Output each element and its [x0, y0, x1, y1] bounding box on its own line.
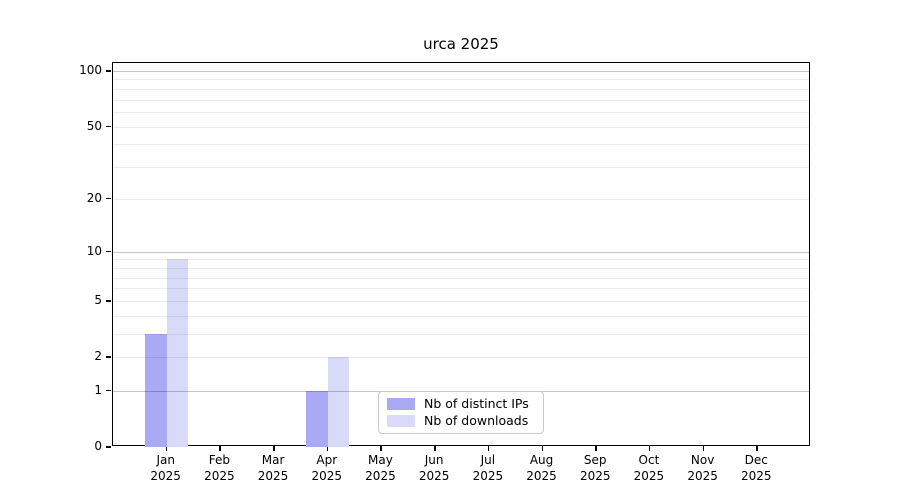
y-tick-mark — [106, 356, 111, 358]
x-tick-label: Mar 2025 — [257, 453, 289, 483]
gridline-minor — [113, 259, 809, 261]
x-tick-label: Jun 2025 — [418, 453, 450, 483]
bar-distinct-ips — [145, 334, 167, 447]
x-tick-label: Aug 2025 — [526, 453, 557, 483]
y-tick-label: 0 — [94, 439, 102, 453]
legend-label-distinct-ips: Nb of distinct IPs — [424, 396, 529, 412]
x-tick-label: Oct 2025 — [633, 453, 665, 483]
legend-item-distinct-ips: Nb of distinct IPs — [387, 396, 535, 412]
x-tick-mark — [541, 446, 544, 451]
x-tick-mark — [702, 446, 705, 451]
y-tick-label: 2 — [94, 349, 102, 364]
gridline-minor — [113, 167, 809, 169]
bar-distinct-ips — [306, 390, 328, 447]
chart-title: urca 2025 — [423, 35, 499, 53]
legend-label-downloads: Nb of downloads — [424, 412, 529, 428]
y-tick-label: 5 — [94, 293, 102, 308]
gridline-major — [113, 251, 809, 253]
y-tick-label: 50 — [86, 118, 102, 133]
x-tick-label: Apr 2025 — [311, 453, 343, 483]
gridline-minor — [113, 301, 809, 303]
gridline-minor — [113, 112, 809, 114]
x-tick-mark — [648, 446, 651, 451]
x-tick-mark — [434, 446, 436, 451]
x-tick-label: Feb 2025 — [204, 453, 235, 483]
y-tick-mark — [106, 389, 111, 392]
y-tick-mark — [106, 70, 111, 72]
bar-downloads — [166, 259, 189, 447]
gridline-minor — [113, 99, 809, 101]
plot-area — [112, 62, 810, 447]
legend: Nb of distinct IPs Nb of downloads — [378, 391, 544, 434]
gridline-minor — [113, 267, 809, 269]
x-tick-mark — [326, 446, 329, 451]
legend-item-downloads: Nb of downloads — [387, 413, 535, 429]
x-tick-label: Sep 2025 — [579, 453, 611, 483]
x-tick-mark — [273, 446, 275, 451]
gridline-minor — [113, 198, 809, 200]
bar-downloads — [327, 357, 350, 447]
y-tick-label: 100 — [79, 63, 102, 77]
y-tick-label: 1 — [94, 382, 102, 397]
x-tick-label: Jul 2025 — [472, 453, 504, 483]
gridline-minor — [113, 315, 809, 317]
gridline-minor — [113, 288, 809, 290]
x-tick-mark — [219, 446, 221, 451]
legend-swatch-downloads — [387, 414, 415, 427]
gridline-minor — [113, 126, 809, 128]
y-tick-mark — [106, 300, 111, 302]
gridline-minor — [113, 334, 809, 336]
x-tick-mark — [487, 446, 490, 451]
gridline-minor — [113, 357, 809, 359]
gridline-minor — [113, 144, 809, 146]
y-tick-mark — [106, 197, 111, 200]
gridline-minor — [113, 277, 809, 279]
x-tick-label: Jan 2025 — [150, 453, 181, 483]
x-tick-mark — [595, 446, 597, 451]
x-tick-mark — [165, 446, 168, 451]
y-tick-mark — [106, 446, 111, 448]
gridline-minor — [113, 79, 809, 81]
x-tick-mark — [756, 446, 758, 451]
x-tick-label: Dec 2025 — [741, 453, 772, 483]
x-tick-label: May 2025 — [365, 453, 396, 483]
x-tick-label: Nov 2025 — [687, 453, 718, 483]
y-tick-label: 10 — [86, 243, 102, 258]
x-tick-mark — [380, 446, 382, 451]
gridline-minor — [113, 88, 809, 90]
y-tick-label: 20 — [86, 190, 102, 205]
gridline-major — [113, 71, 809, 72]
y-tick-mark — [106, 250, 111, 253]
legend-swatch-distinct-ips — [387, 398, 415, 411]
y-tick-mark — [106, 125, 111, 128]
